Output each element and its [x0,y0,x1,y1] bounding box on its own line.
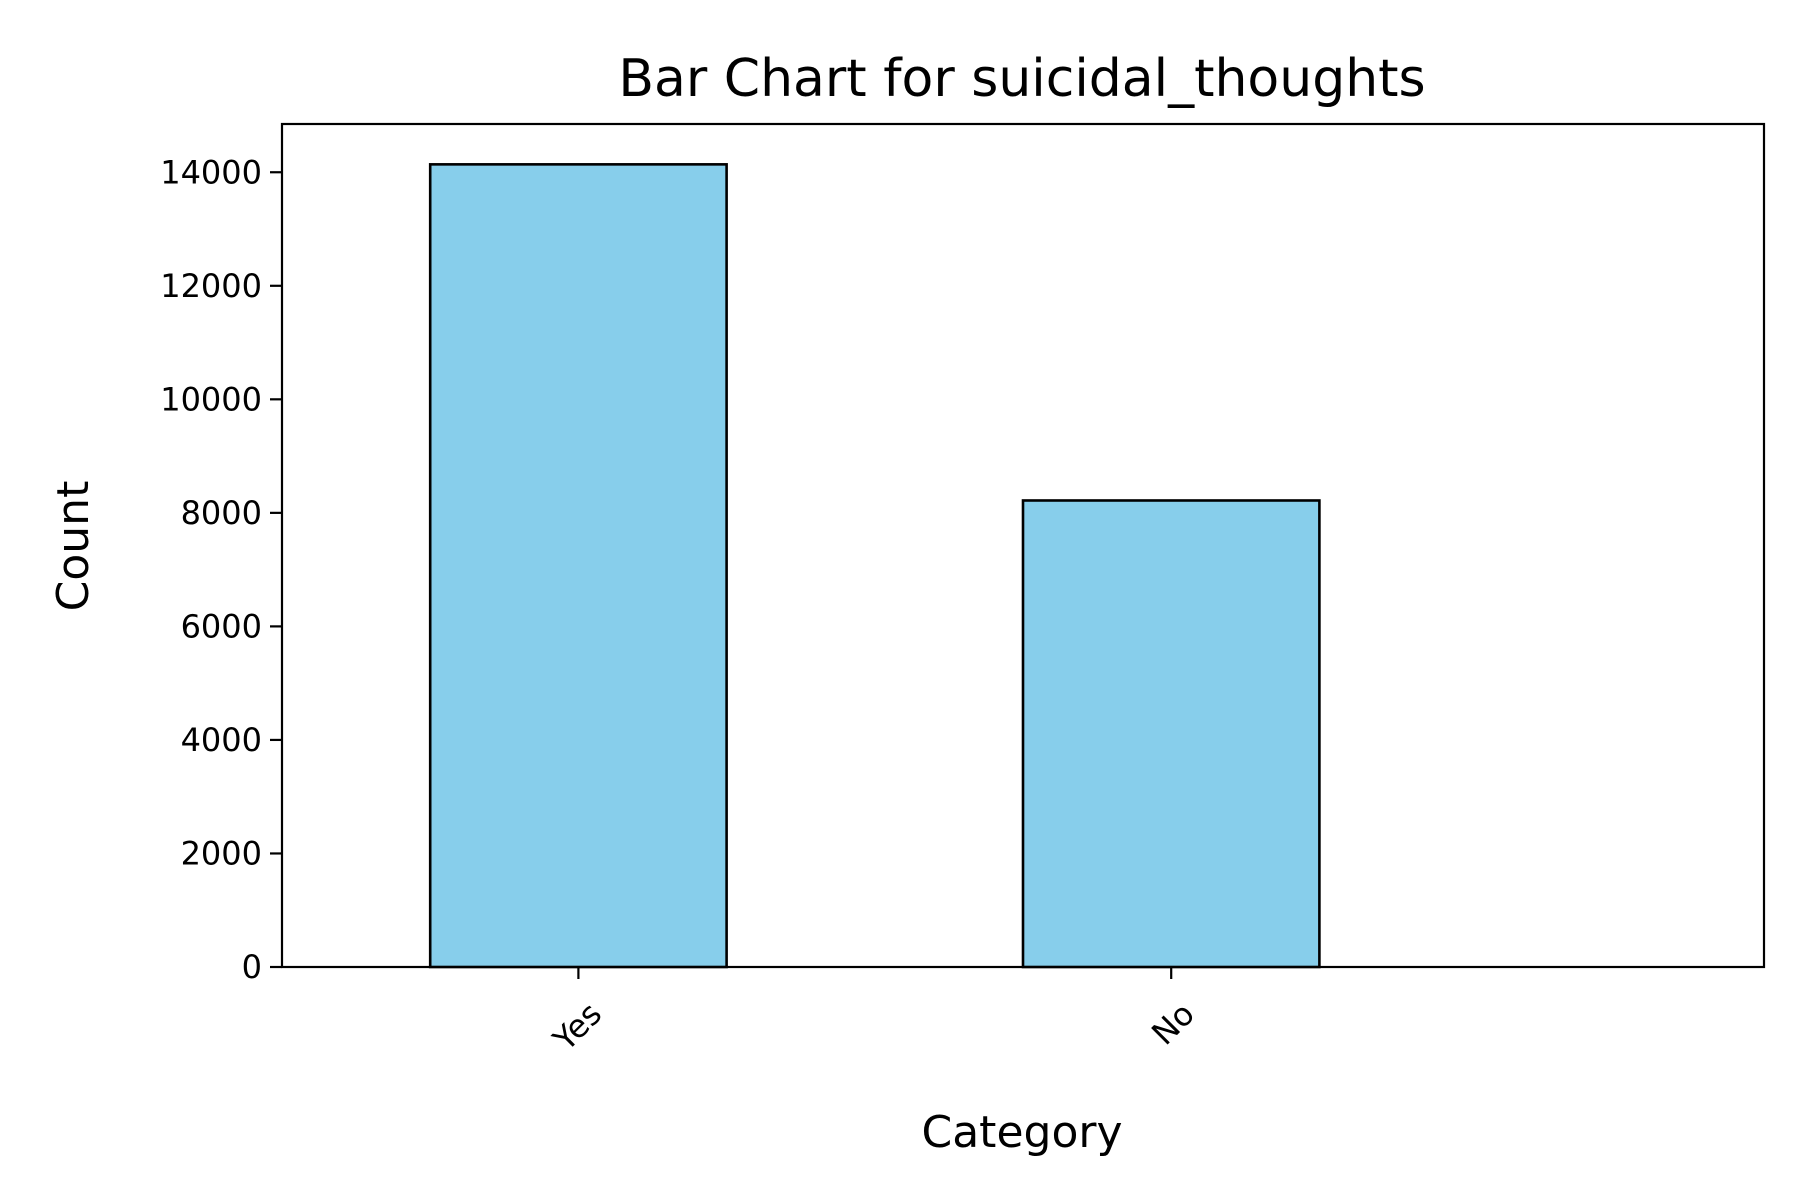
x-axis-ticks: Yes No [545,967,1202,1059]
y-tick-label: 0 [242,948,262,986]
chart-title: Bar Chart for suicidal_thoughts [618,49,1425,109]
bars-group [428,163,1321,969]
y-tick-label: 2000 [181,834,262,872]
y-tick-label: 10000 [160,380,262,418]
y-tick-label: 6000 [181,607,262,645]
y-axis-ticks: 0 2000 4000 6000 8000 10000 12000 14000 [160,153,282,986]
y-axis-label: Count [48,481,99,612]
x-tick-label-no: No [1144,995,1202,1053]
bar-yes [428,163,728,969]
y-tick-label: 12000 [160,267,262,305]
x-axis-label: Category [922,1107,1123,1158]
bar-no [1021,499,1321,969]
y-tick-label: 4000 [181,721,262,759]
x-tick-label-yes: Yes [545,995,609,1059]
y-tick-label: 8000 [181,494,262,532]
y-tick-label: 14000 [160,153,262,191]
